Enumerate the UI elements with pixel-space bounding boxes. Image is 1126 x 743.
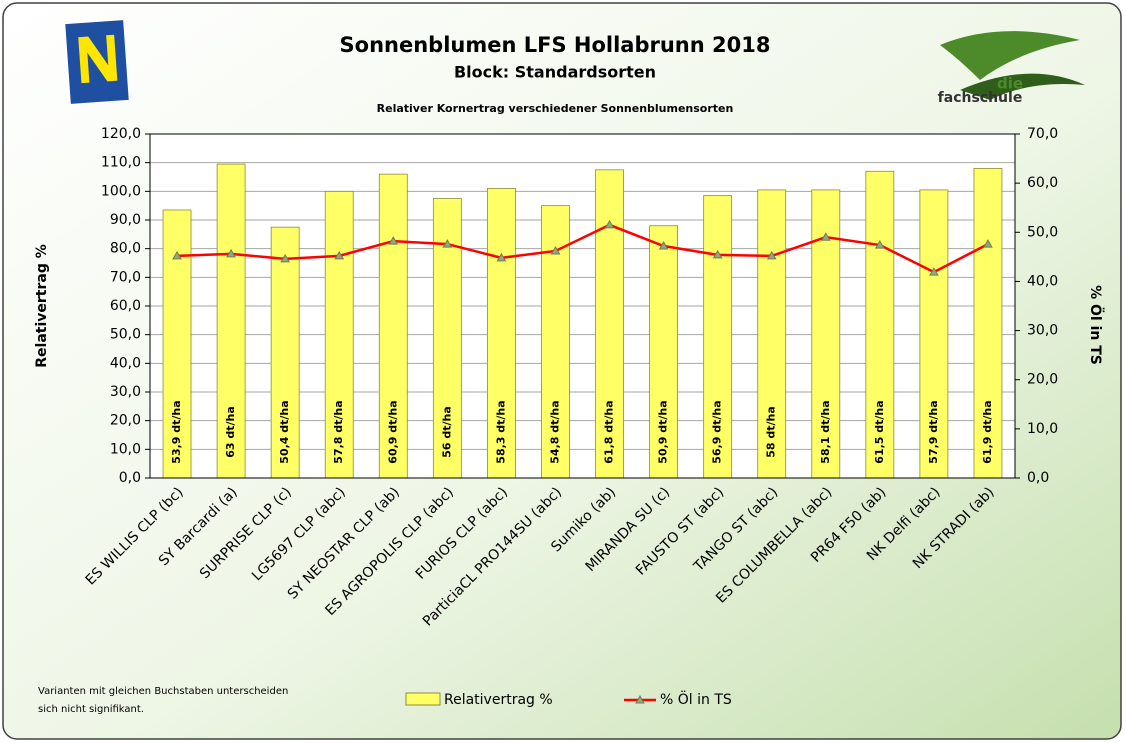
logo-left bbox=[65, 20, 129, 104]
line-marker bbox=[280, 253, 291, 263]
bar bbox=[703, 195, 733, 479]
bar-label: 50,9 dt/ha bbox=[657, 400, 670, 463]
logo-text: die bbox=[997, 75, 1023, 93]
y-tick-label: 90,0 bbox=[110, 212, 141, 228]
bar bbox=[378, 173, 408, 479]
bar bbox=[324, 190, 354, 479]
bar-label: 53,9 dt/ha bbox=[170, 400, 183, 463]
legend-swatch bbox=[405, 692, 441, 706]
y-tick-label: 20,0 bbox=[110, 413, 141, 429]
y-axis-label: Relativertrag % bbox=[34, 244, 50, 368]
y-tick-label: 110,0 bbox=[101, 155, 141, 171]
y2-tick-label: 0,0 bbox=[1027, 470, 1049, 486]
bar-label: 61,9 dt/ha bbox=[981, 400, 994, 463]
y2-axis-label: % Öl in TS bbox=[1087, 285, 1105, 365]
bar-label: 57,8 dt/ha bbox=[332, 400, 345, 463]
footnote: sich nicht signifikant. bbox=[38, 704, 144, 715]
y2-tick-label: 50,0 bbox=[1027, 224, 1058, 240]
bar-label: 61,8 dt/ha bbox=[603, 400, 616, 463]
y2-tick-label: 60,0 bbox=[1027, 175, 1058, 191]
bar-label: 60,9 dt/ha bbox=[386, 400, 399, 463]
logo-text: fachschule bbox=[938, 90, 1023, 106]
bar bbox=[487, 188, 516, 479]
logo-right: die fachschule bbox=[938, 31, 1085, 106]
bar-label: 58 dt/ha bbox=[765, 406, 778, 458]
bar-label: 56,9 dt/ha bbox=[711, 400, 724, 463]
bar bbox=[757, 189, 787, 479]
line-marker bbox=[820, 232, 831, 241]
line-marker bbox=[334, 250, 345, 260]
y-tick-label: 50,0 bbox=[110, 327, 141, 343]
bar-label: 58,1 dt/ha bbox=[819, 400, 832, 463]
bar-label: 56 dt/ha bbox=[440, 406, 453, 458]
legend-label: Relativertrag % bbox=[444, 692, 553, 708]
y-tick-label: 10,0 bbox=[110, 441, 141, 457]
y-tick-label: 80,0 bbox=[110, 241, 141, 257]
y-tick-label: 0,0 bbox=[119, 470, 141, 486]
line-marker bbox=[388, 236, 399, 245]
bar bbox=[973, 167, 1003, 479]
line-marker bbox=[442, 239, 453, 248]
bar-label: 61,5 dt/ha bbox=[873, 400, 886, 463]
y-tick-label: 60,0 bbox=[110, 298, 141, 314]
y-tick-label: 70,0 bbox=[110, 269, 141, 285]
line-marker bbox=[496, 252, 507, 262]
plot-border bbox=[149, 133, 1016, 479]
line-marker bbox=[929, 267, 939, 276]
y2-tick-label: 70,0 bbox=[1027, 126, 1058, 142]
y2-tick-label: 30,0 bbox=[1027, 323, 1058, 339]
bar-label: 54,8 dt/ha bbox=[548, 400, 561, 463]
bar bbox=[919, 189, 949, 479]
y-tick-label: 40,0 bbox=[110, 355, 141, 371]
line-marker bbox=[550, 245, 561, 255]
bar-label: 57,9 dt/ha bbox=[927, 400, 940, 463]
bar bbox=[649, 225, 678, 479]
line-marker bbox=[874, 240, 885, 249]
line-marker bbox=[712, 249, 723, 259]
y-tick-label: 30,0 bbox=[110, 384, 141, 400]
legend-label: % Öl in TS bbox=[660, 690, 732, 708]
y-tick-label: 120,0 bbox=[101, 126, 141, 142]
bar bbox=[432, 198, 462, 479]
line-marker bbox=[766, 250, 777, 260]
chart-title: Sonnenblumen LFS Hollabrunn 2018 bbox=[340, 33, 771, 57]
line-marker bbox=[604, 219, 615, 229]
bar-label: 50,4 dt/ha bbox=[278, 400, 291, 463]
line-marker bbox=[172, 250, 182, 260]
chart-subtitle: Block: Standardsorten bbox=[454, 63, 656, 82]
bar-label: 63 dt/ha bbox=[224, 406, 237, 458]
line-marker bbox=[983, 239, 993, 248]
line bbox=[176, 223, 989, 274]
y2-tick-label: 10,0 bbox=[1027, 421, 1058, 437]
line-marker bbox=[226, 248, 236, 258]
y-tick-label: 100,0 bbox=[101, 183, 141, 199]
y2-tick-label: 40,0 bbox=[1027, 273, 1058, 289]
bar bbox=[270, 226, 300, 479]
line-marker bbox=[658, 241, 669, 250]
bar-label: 58,3 dt/ha bbox=[494, 400, 507, 463]
bar bbox=[865, 170, 895, 479]
legend-swatch bbox=[635, 694, 645, 704]
footnote: Varianten mit gleichen Buchstaben unters… bbox=[38, 686, 288, 697]
chart-caption: Relativer Kornertrag verschiedener Sonne… bbox=[377, 102, 734, 115]
y2-tick-label: 20,0 bbox=[1027, 372, 1058, 388]
